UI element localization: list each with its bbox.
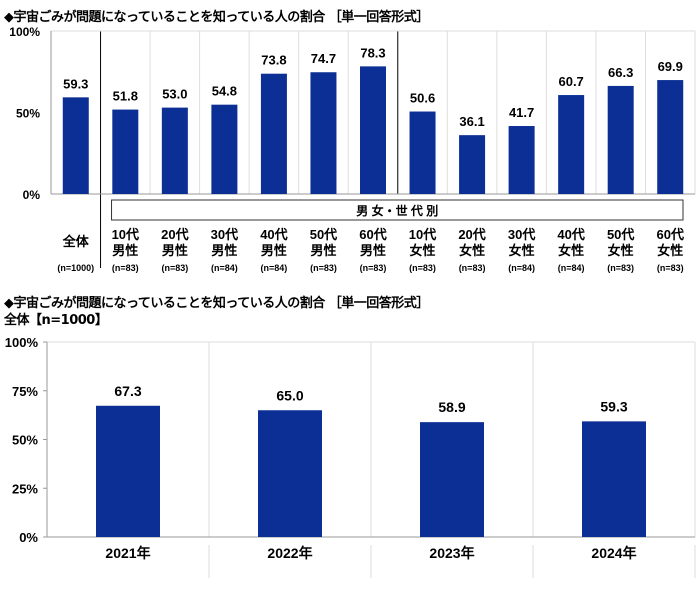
bar	[258, 410, 322, 537]
n-label: (n=83)	[310, 263, 337, 273]
x-tick-label: 女性	[459, 243, 485, 258]
data-label: 73.8	[261, 53, 286, 68]
y-tick-label: 75%	[12, 384, 38, 399]
x-tick-label: 60代	[359, 227, 386, 242]
x-tick-label: 男性	[360, 243, 386, 258]
group-label: 男 女・世 代 別	[356, 203, 438, 218]
bar	[607, 85, 634, 194]
data-label: 58.9	[438, 399, 465, 415]
n-label: (n=84)	[211, 263, 238, 273]
y-tick-label: 50%	[16, 107, 40, 121]
bar	[420, 422, 484, 537]
bar	[459, 135, 486, 194]
n-label: (n=83)	[409, 263, 436, 273]
x-tick-label: 50代	[310, 227, 337, 242]
chart1-title: ◆宇宙ごみが問題になっていることを知っている人の割合 ［単一回答形式］	[4, 10, 429, 25]
n-label: (n=84)	[261, 263, 288, 273]
n-label: (n=83)	[607, 263, 634, 273]
x-tick-label: 男性	[261, 243, 287, 258]
group-box	[111, 199, 684, 221]
data-label: 51.8	[113, 89, 138, 104]
x-tick-label: 女性	[509, 243, 535, 258]
x-tick-label: 男性	[310, 243, 336, 258]
chart2-title: ◆宇宙ごみが問題になっていることを知っている人の割合 ［単一回答形式］	[4, 296, 429, 311]
x-tick-label: 20代	[458, 227, 485, 242]
y-tick-label: 0%	[23, 188, 41, 202]
bar	[112, 109, 139, 194]
x-tick-label: 女性	[558, 243, 584, 258]
x-tick-label: 40代	[557, 227, 584, 242]
bar	[260, 73, 287, 194]
n-label: (n=84)	[558, 263, 585, 273]
bar	[211, 104, 238, 194]
chart2-subtitle: 全体【n=1000】	[4, 313, 108, 328]
data-label: 67.3	[114, 383, 141, 399]
bar	[409, 111, 436, 194]
x-tick-label: 2021年	[105, 545, 150, 561]
x-tick-label: 男性	[112, 243, 138, 258]
x-tick-label: 30代	[508, 227, 535, 242]
x-tick-label: 60代	[656, 227, 683, 242]
x-tick-label: 2022年	[267, 545, 312, 561]
x-tick-label: 2024年	[591, 545, 636, 561]
data-label: 50.6	[410, 91, 435, 106]
y-tick-label: 50%	[12, 433, 38, 448]
bar	[508, 126, 535, 194]
n-label: (n=83)	[360, 263, 387, 273]
bar	[360, 66, 386, 194]
y-tick-label: 100%	[5, 335, 39, 350]
x-tick-label: 20代	[161, 227, 188, 242]
x-tick-label: 2023年	[429, 545, 474, 561]
data-label: 78.3	[360, 45, 385, 60]
y-tick-label: 100%	[9, 25, 40, 39]
x-tick-label: 10代	[112, 227, 139, 242]
data-label: 54.8	[212, 84, 237, 99]
data-label: 36.1	[459, 114, 484, 129]
x-tick-label: 全体	[62, 234, 90, 249]
x-tick-label: 男性	[162, 243, 188, 258]
y-tick-label: 25%	[12, 481, 38, 496]
n-label: (n=83)	[657, 263, 684, 273]
bar	[62, 97, 89, 194]
n-label: (n=84)	[508, 263, 535, 273]
n-label: (n=83)	[112, 263, 139, 273]
data-label: 74.7	[311, 51, 336, 66]
data-label: 60.7	[558, 74, 583, 89]
x-tick-label: 30代	[211, 227, 238, 242]
n-label: (n=1000)	[57, 263, 94, 273]
bar	[657, 80, 684, 194]
data-label: 53.0	[162, 87, 187, 102]
y-tick-label: 0%	[19, 530, 38, 545]
x-tick-label: 女性	[608, 243, 634, 258]
bar	[96, 405, 160, 537]
n-label: (n=83)	[161, 263, 188, 273]
x-tick-label: 女性	[657, 243, 683, 258]
x-tick-label: 40代	[260, 227, 287, 242]
data-label: 66.3	[608, 65, 633, 80]
data-label: 69.9	[658, 59, 683, 74]
bar	[558, 95, 585, 194]
bar	[161, 107, 188, 194]
x-tick-label: 男性	[211, 243, 237, 258]
x-tick-label: 女性	[410, 243, 436, 258]
data-label: 59.3	[63, 76, 88, 91]
n-label: (n=83)	[459, 263, 486, 273]
data-label: 59.3	[600, 398, 627, 414]
bar	[310, 72, 337, 194]
x-tick-label: 50代	[607, 227, 634, 242]
bar	[582, 421, 646, 537]
x-tick-label: 10代	[409, 227, 436, 242]
data-label: 41.7	[509, 105, 534, 120]
data-label: 65.0	[276, 387, 303, 403]
